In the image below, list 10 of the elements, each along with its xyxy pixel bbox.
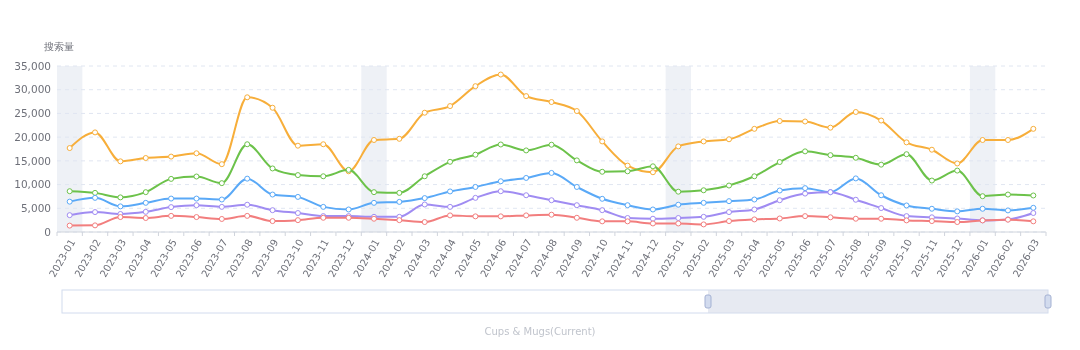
y-tick-label: 20,000 — [14, 130, 51, 143]
y-tick-label: 15,000 — [14, 154, 51, 167]
text: Cups & Mugs(Current) — [484, 326, 596, 337]
y-tick-label: 35,000 — [14, 59, 51, 72]
y-tick-label: 30,000 — [14, 83, 51, 96]
y-tick-label: 10,000 — [14, 178, 51, 191]
y-axis-title: 搜索量 — [44, 41, 74, 52]
y-tick-label: 0 — [44, 225, 51, 238]
y-tick-label: 5,000 — [20, 201, 51, 214]
y-tick-label: 25,000 — [14, 107, 51, 120]
